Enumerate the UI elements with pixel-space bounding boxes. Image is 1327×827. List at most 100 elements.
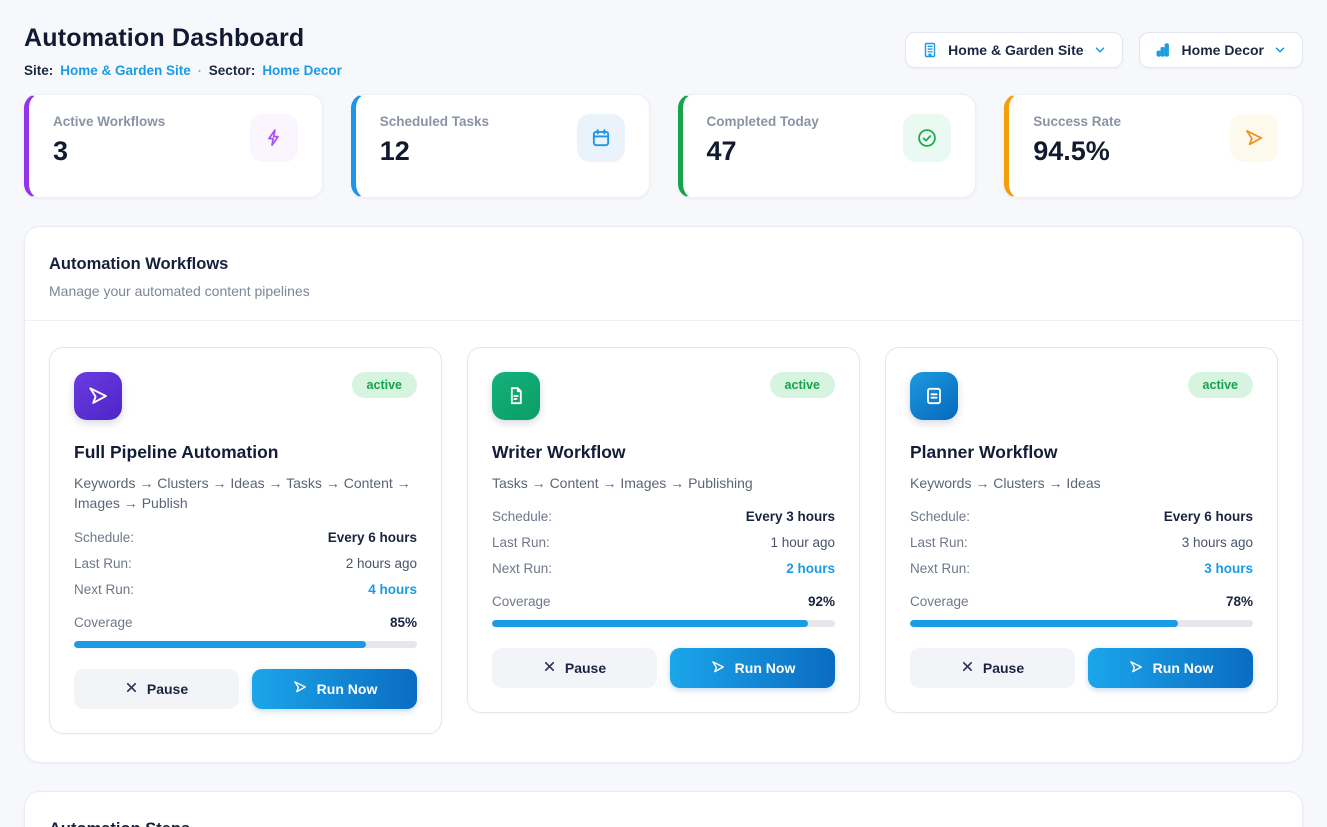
send-icon	[1128, 659, 1144, 678]
stat-value: 94.5%	[1033, 136, 1110, 166]
coverage-label: Coverage	[910, 594, 969, 610]
status-badge: active	[351, 372, 417, 398]
last-run-value: 3 hours ago	[1181, 535, 1253, 551]
workflow-title: Writer Workflow	[492, 442, 626, 462]
send-icon	[1230, 114, 1278, 162]
schedule-label: Schedule:	[492, 509, 553, 525]
coverage-value: 85%	[389, 614, 417, 630]
site-label: Site:	[24, 63, 54, 78]
coverage-label: Coverage	[74, 614, 133, 630]
next-run-label: Next Run:	[492, 561, 553, 577]
stat-card-active-workflows: Active Workflows 3	[24, 94, 323, 198]
bar-chart-icon	[1155, 41, 1173, 59]
document-icon	[492, 372, 540, 420]
sector-link[interactable]: Home Decor	[262, 63, 342, 78]
stat-label: Success Rate	[1033, 114, 1122, 129]
schedule-row: Schedule: Every 3 hours	[492, 509, 835, 524]
schedule-value: Every 3 hours	[745, 509, 835, 525]
next-run-value: 3 hours	[1204, 561, 1253, 577]
next-run-value: 2 hours	[786, 561, 835, 577]
separator-dot: ·	[197, 63, 202, 78]
coverage-row: Coverage 85%	[74, 615, 417, 630]
calendar-icon	[576, 114, 625, 162]
workflows-section-title: Automation Workflows	[49, 255, 229, 273]
last-run-label: Last Run:	[492, 535, 550, 551]
pause-button-label: Pause	[564, 660, 607, 677]
last-run-value: 1 hour ago	[770, 535, 835, 551]
header-left: Automation Dashboard Site: Home & Garden…	[24, 24, 342, 78]
workflow-card-top: active	[910, 372, 1253, 420]
sector-selector-label: Home Decor	[1181, 42, 1264, 58]
last-run-row: Last Run: 3 hours ago	[910, 535, 1253, 550]
send-icon	[292, 679, 308, 698]
run-now-button-label: Run Now	[1152, 660, 1214, 677]
next-run-row: Next Run: 3 hours	[910, 561, 1253, 576]
steps-section-title: Automation Steps	[49, 820, 1278, 827]
stat-card-success-rate: Success Rate 94.5%	[1004, 94, 1303, 198]
stat-card-completed-today: Completed Today 47	[677, 94, 977, 198]
close-icon	[543, 660, 556, 676]
last-run-value: 2 hours ago	[345, 555, 417, 571]
workflow-meta: Schedule: Every 6 hours Last Run: 3 hour…	[910, 509, 1253, 576]
pause-button[interactable]: Pause	[492, 648, 657, 689]
run-now-button-label: Run Now	[734, 660, 796, 677]
site-selector-dropdown[interactable]: Home & Garden Site	[905, 32, 1123, 68]
workflow-pipeline: Keywords → Clusters → Ideas	[910, 475, 1101, 491]
workflow-meta: Schedule: Every 3 hours Last Run: 1 hour…	[492, 509, 835, 576]
pause-button[interactable]: Pause	[74, 668, 239, 709]
lightning-icon	[249, 114, 298, 162]
workflow-actions: Pause Run Now	[492, 648, 835, 689]
run-now-button[interactable]: Run Now	[252, 668, 417, 709]
coverage-row: Coverage 92%	[492, 594, 835, 609]
close-icon	[961, 660, 974, 676]
workflow-card-top: active	[74, 372, 417, 420]
schedule-label: Schedule:	[74, 529, 135, 545]
workflows-section-header: Automation Workflows Manage your automat…	[25, 227, 1302, 320]
stat-label: Completed Today	[706, 114, 819, 129]
schedule-label: Schedule:	[910, 509, 971, 525]
coverage-progress-fill	[910, 620, 1178, 628]
schedule-row: Schedule: Every 6 hours	[74, 530, 417, 545]
coverage-value: 78%	[1225, 594, 1253, 610]
workflows-section-subtitle: Manage your automated content pipelines	[49, 283, 310, 299]
coverage-progress-fill	[74, 640, 366, 648]
sector-label: Sector:	[208, 63, 256, 78]
status-badge: active	[1187, 372, 1253, 398]
stat-value: 47	[706, 136, 737, 166]
run-now-button[interactable]: Run Now	[1088, 648, 1253, 689]
list-icon	[910, 372, 958, 420]
schedule-value: Every 6 hours	[327, 529, 417, 545]
send-icon	[74, 372, 122, 420]
chevron-down-icon	[1093, 43, 1107, 57]
stat-card-scheduled-tasks: Scheduled Tasks 12	[350, 94, 650, 198]
workflows-section: Automation Workflows Manage your automat…	[24, 226, 1303, 763]
workflow-card-full-pipeline: active Full Pipeline Automation Keywords…	[49, 347, 442, 734]
pause-button[interactable]: Pause	[910, 648, 1075, 689]
site-selector-label: Home & Garden Site	[948, 42, 1084, 58]
coverage-progress-fill	[492, 620, 808, 628]
workflow-card-writer: active Writer Workflow Tasks → Content →…	[467, 347, 860, 714]
site-link[interactable]: Home & Garden Site	[60, 63, 191, 78]
stat-label: Active Workflows	[53, 114, 166, 129]
coverage-progress-track	[74, 640, 417, 648]
send-icon	[710, 659, 726, 678]
chevron-down-icon	[1273, 43, 1287, 57]
stat-value: 12	[379, 136, 410, 166]
workflow-card-top: active	[492, 372, 835, 420]
page-title: Automation Dashboard	[24, 24, 305, 52]
next-run-label: Next Run:	[74, 581, 135, 597]
coverage-label: Coverage	[492, 594, 551, 610]
sector-selector-dropdown[interactable]: Home Decor	[1138, 32, 1303, 68]
workflow-cards-grid: active Full Pipeline Automation Keywords…	[25, 321, 1302, 762]
workflow-pipeline: Keywords → Clusters → Ideas → Tasks → Co…	[74, 475, 411, 512]
check-circle-icon	[903, 114, 952, 162]
run-now-button[interactable]: Run Now	[670, 648, 835, 689]
workflow-pipeline: Tasks → Content → Images → Publishing	[492, 475, 753, 491]
last-run-label: Last Run:	[74, 555, 132, 571]
workflow-actions: Pause Run Now	[910, 648, 1253, 689]
coverage-value: 92%	[807, 594, 835, 610]
workflow-title: Full Pipeline Automation	[74, 442, 279, 462]
building-icon	[921, 41, 939, 59]
last-run-label: Last Run:	[910, 535, 968, 551]
